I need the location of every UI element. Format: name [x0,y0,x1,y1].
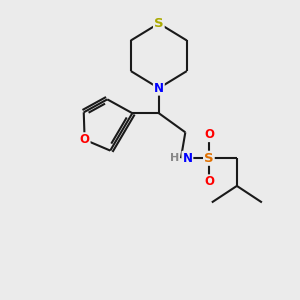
Text: O: O [80,133,90,146]
Text: S: S [204,152,214,165]
Text: O: O [204,128,214,141]
Text: N: N [182,152,192,165]
Text: S: S [154,17,164,30]
Text: N: N [154,82,164,95]
Text: O: O [204,175,214,188]
Text: H: H [170,153,179,163]
